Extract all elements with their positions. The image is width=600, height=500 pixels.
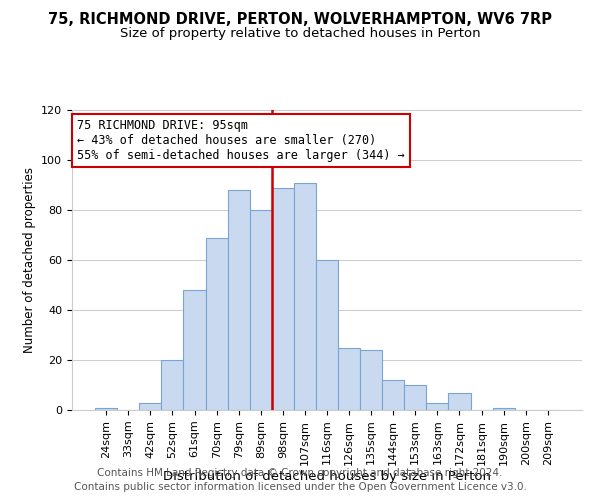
Text: Contains public sector information licensed under the Open Government Licence v3: Contains public sector information licen… [74,482,526,492]
Bar [250,210,272,410]
Bar [338,348,360,410]
Bar [95,408,117,410]
Text: 75, RICHMOND DRIVE, PERTON, WOLVERHAMPTON, WV6 7RP: 75, RICHMOND DRIVE, PERTON, WOLVERHAMPTO… [48,12,552,28]
Text: Size of property relative to detached houses in Perton: Size of property relative to detached ho… [119,28,481,40]
Text: Contains HM Land Registry data © Crown copyright and database right 2024.: Contains HM Land Registry data © Crown c… [97,468,503,477]
Bar [493,408,515,410]
Y-axis label: Number of detached properties: Number of detached properties [23,167,35,353]
Bar [139,402,161,410]
Bar [294,182,316,410]
Bar [227,190,250,410]
Bar [161,360,184,410]
Bar [382,380,404,410]
Bar [427,402,448,410]
Bar [448,392,470,410]
Bar [272,188,294,410]
Bar [404,385,427,410]
Bar [360,350,382,410]
Text: 75 RICHMOND DRIVE: 95sqm
← 43% of detached houses are smaller (270)
55% of semi-: 75 RICHMOND DRIVE: 95sqm ← 43% of detach… [77,119,405,162]
X-axis label: Distribution of detached houses by size in Perton: Distribution of detached houses by size … [163,470,491,484]
Bar [316,260,338,410]
Bar [206,238,227,410]
Bar [184,290,206,410]
